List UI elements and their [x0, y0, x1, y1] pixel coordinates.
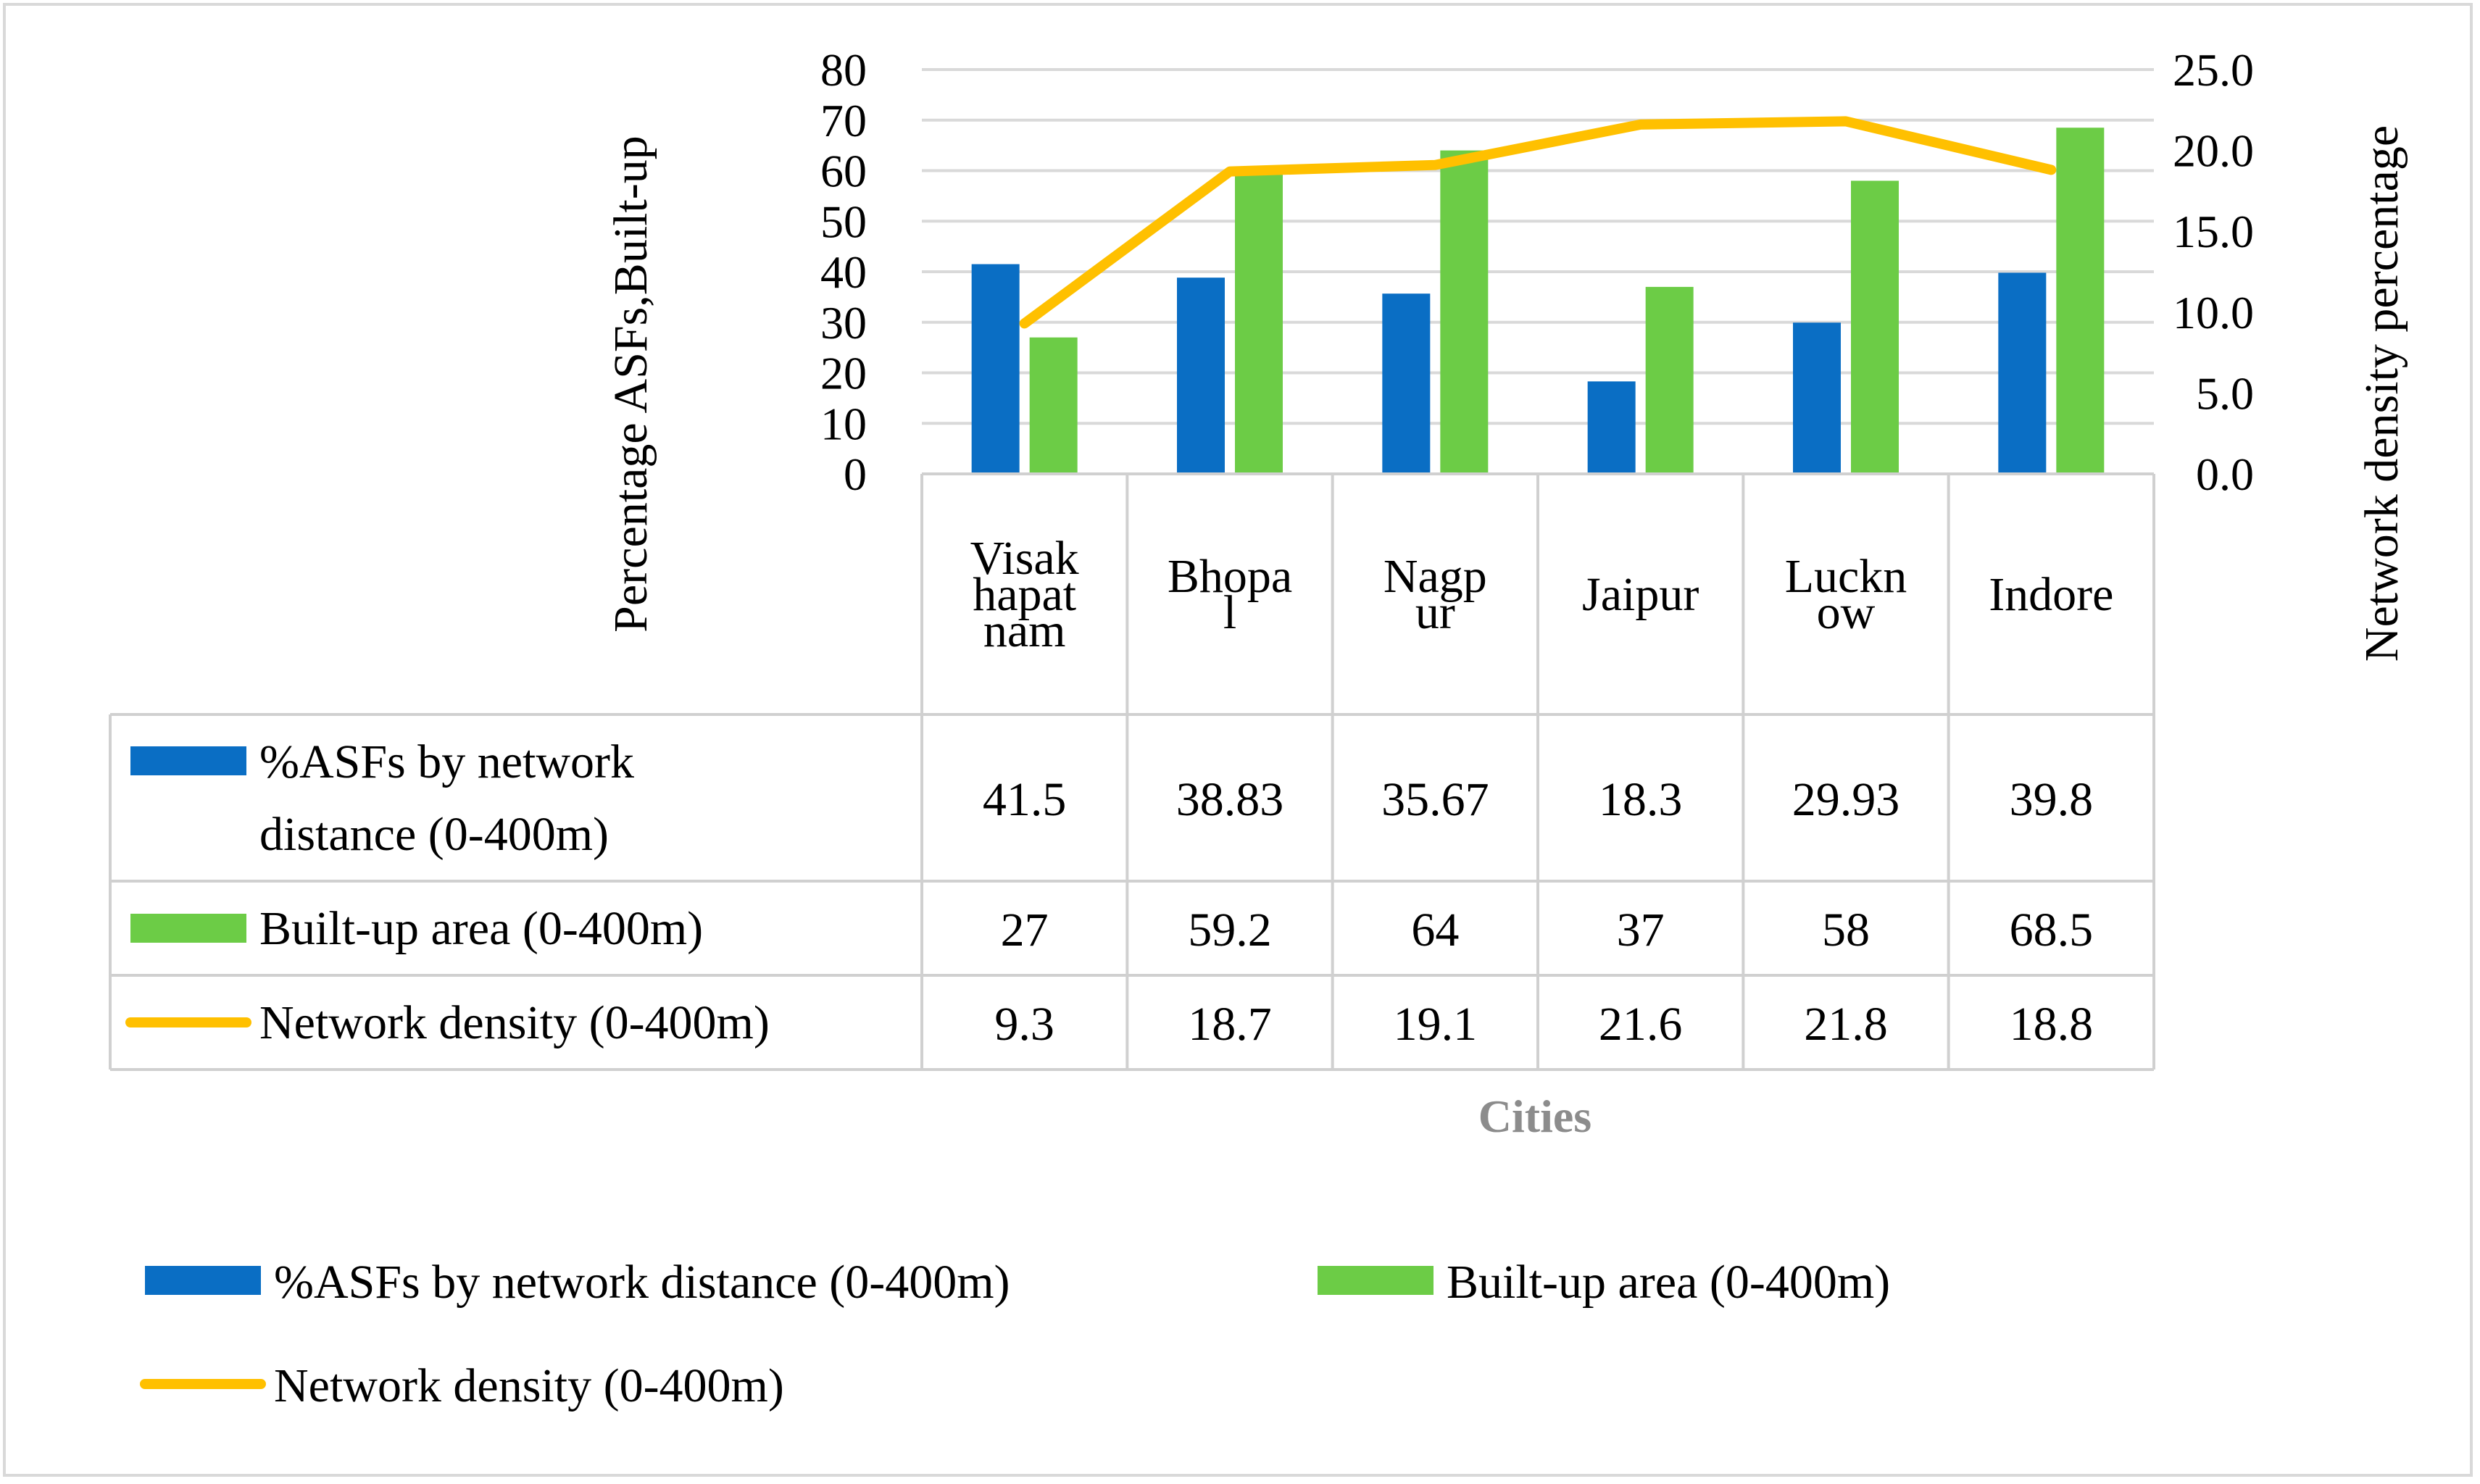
x-axis-title: Cities	[1478, 1091, 1591, 1142]
left-tick-label: 60	[820, 146, 867, 197]
left-tick-label: 70	[820, 95, 867, 146]
table-key-builtup	[130, 914, 246, 943]
table-value: 35.67	[1381, 773, 1489, 826]
legend-label: Network density (0-400m)	[274, 1359, 784, 1412]
table-row-label: distance (0-400m)	[259, 808, 609, 861]
table-value: 21.8	[1804, 998, 1888, 1051]
left-tick-label: 0	[844, 449, 867, 500]
legend-label: %ASFs by network distance (0-400m)	[274, 1256, 1010, 1309]
left-tick-label: 40	[820, 246, 867, 298]
left-tick-label: 80	[820, 44, 867, 96]
gridlines	[922, 68, 2154, 475]
table-value: 37	[1617, 904, 1665, 956]
bar-builtup	[2056, 128, 2105, 474]
bar-builtup	[1440, 150, 1489, 474]
legend-key-builtup	[1318, 1266, 1434, 1295]
right-tick-label: 20.0	[2173, 125, 2254, 177]
right-tick-label: 0.0	[2196, 449, 2254, 500]
right-tick-label: 5.0	[2196, 367, 2254, 419]
category-label: Jaipur	[1582, 568, 1699, 621]
bar-asfs	[1382, 293, 1431, 474]
bar-asfs	[1793, 322, 1841, 474]
category-label: Luckn	[1785, 550, 1907, 603]
table-row-label: Built-up area (0-400m)	[259, 902, 703, 955]
table-value: 19.1	[1394, 998, 1478, 1051]
right-tick-label: 25.0	[2173, 44, 2254, 96]
left-tick-label: 10	[820, 398, 867, 449]
table-value: 38.83	[1176, 773, 1284, 826]
left-tick-label: 30	[820, 297, 867, 349]
category-label: nam	[983, 604, 1066, 657]
table-value: 58	[1822, 904, 1870, 956]
table-value: 18.8	[2010, 998, 2094, 1051]
table-value: 39.8	[2010, 773, 2094, 826]
table-value: 18.3	[1599, 773, 1683, 826]
table-value: 68.5	[2010, 904, 2094, 956]
left-tick-label: 20	[820, 348, 867, 399]
category-label: Bhopa	[1168, 550, 1292, 603]
chart-frame	[3, 3, 2473, 1477]
bars	[971, 128, 2105, 474]
table-value: 21.6	[1599, 998, 1683, 1051]
category-label: Indore	[1989, 568, 2113, 621]
category-label: Visak	[970, 532, 1079, 585]
table-value: 29.93	[1792, 773, 1900, 826]
bar-builtup	[1645, 286, 1694, 474]
legend-key-asfs	[145, 1266, 261, 1295]
table-value: 27	[1001, 904, 1049, 956]
table-row-label: %ASFs by network	[259, 735, 634, 788]
left-axis-title: Percentage ASFs,Built-up	[604, 136, 657, 633]
category-label: ur	[1415, 586, 1455, 639]
bar-asfs	[1587, 381, 1636, 474]
legend: %ASFs by network distance (0-400m) Built-…	[140, 1256, 1890, 1412]
table-key-asfs	[130, 746, 246, 775]
table-value: 59.2	[1188, 904, 1272, 956]
table-value: 9.3	[994, 998, 1054, 1051]
right-axis-title: Network density percentage	[2355, 125, 2408, 662]
category-label: hapat	[973, 568, 1076, 621]
bar-asfs	[971, 264, 1020, 474]
bar-builtup	[1851, 180, 1899, 474]
category-label: l	[1223, 586, 1236, 639]
category-label: ow	[1817, 586, 1876, 639]
table-value: 18.7	[1188, 998, 1272, 1051]
left-tick-label: 50	[820, 196, 867, 247]
table-row-label: Network density (0-400m)	[259, 996, 770, 1049]
right-tick-label: 15.0	[2173, 206, 2254, 257]
table-value: 41.5	[983, 773, 1067, 826]
density-line-path	[1019, 116, 2057, 329]
bar-asfs	[1998, 272, 2047, 474]
bar-asfs	[1177, 278, 1225, 474]
category-label: Nagp	[1383, 550, 1487, 603]
density-line	[1019, 116, 2057, 329]
legend-label: Built-up area (0-400m)	[1447, 1256, 1890, 1309]
bar-builtup	[1029, 337, 1078, 474]
bar-builtup	[1235, 175, 1283, 474]
table-value: 64	[1411, 904, 1459, 956]
right-tick-label: 10.0	[2173, 287, 2254, 338]
